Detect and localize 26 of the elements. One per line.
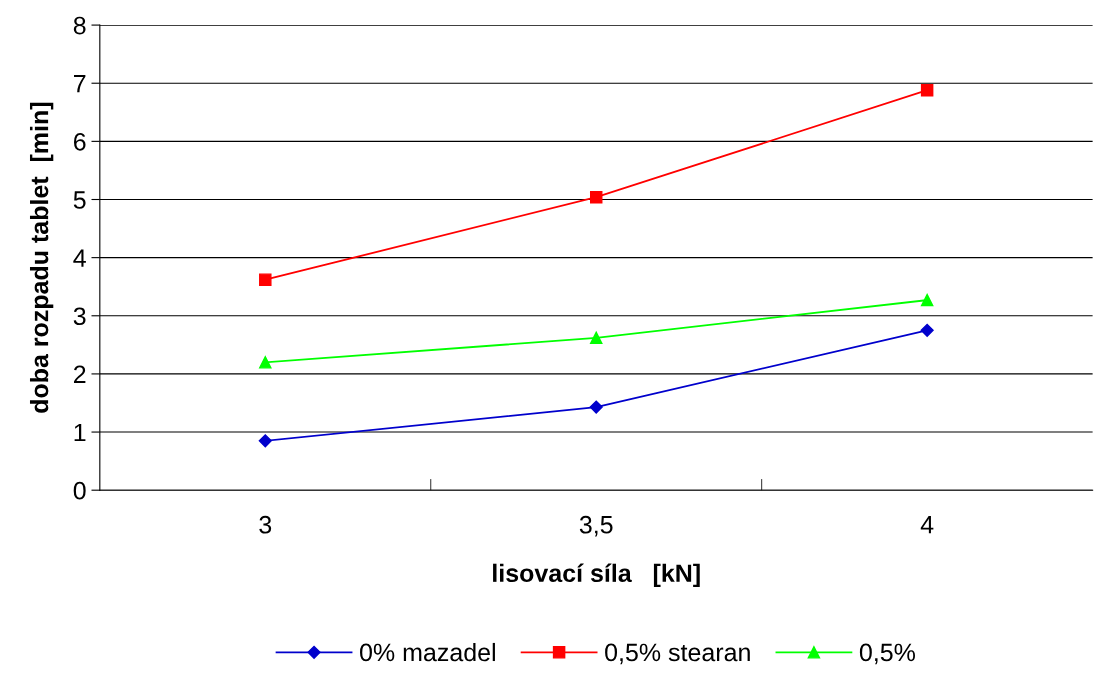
point — [920, 293, 934, 307]
legend-label: 0% mazadel — [360, 642, 495, 662]
y-tick-label: 3 — [73, 307, 86, 326]
x-tick-label: 4 — [920, 516, 934, 534]
point — [589, 190, 603, 204]
x-tick-label: 3 — [259, 515, 272, 534]
y-axis-title: doba rozpadu tablet [min] — [29, 102, 54, 413]
point — [258, 434, 272, 448]
y-tick-label: 4 — [73, 249, 86, 267]
y-tick-label: 6 — [74, 132, 86, 151]
x-axis-title: lisovací síla [kN] — [493, 563, 700, 588]
y-tick-label: 7 — [74, 75, 86, 93]
point — [259, 273, 272, 286]
legend-label: 0,5% — [859, 643, 916, 665]
y-tick-label: 2 — [73, 365, 86, 383]
point — [920, 323, 934, 337]
point — [259, 356, 272, 369]
point — [589, 400, 603, 414]
legend-label: 0,5% stearan — [605, 643, 750, 665]
y-tick-label: 0 — [73, 481, 86, 500]
y-tick-label: 1 — [74, 423, 86, 442]
point — [589, 331, 603, 345]
y-tick-label: 5 — [73, 191, 86, 209]
x-tick-label: 3,5 — [579, 515, 613, 537]
y-tick-label: 8 — [73, 16, 86, 35]
point — [920, 83, 934, 97]
